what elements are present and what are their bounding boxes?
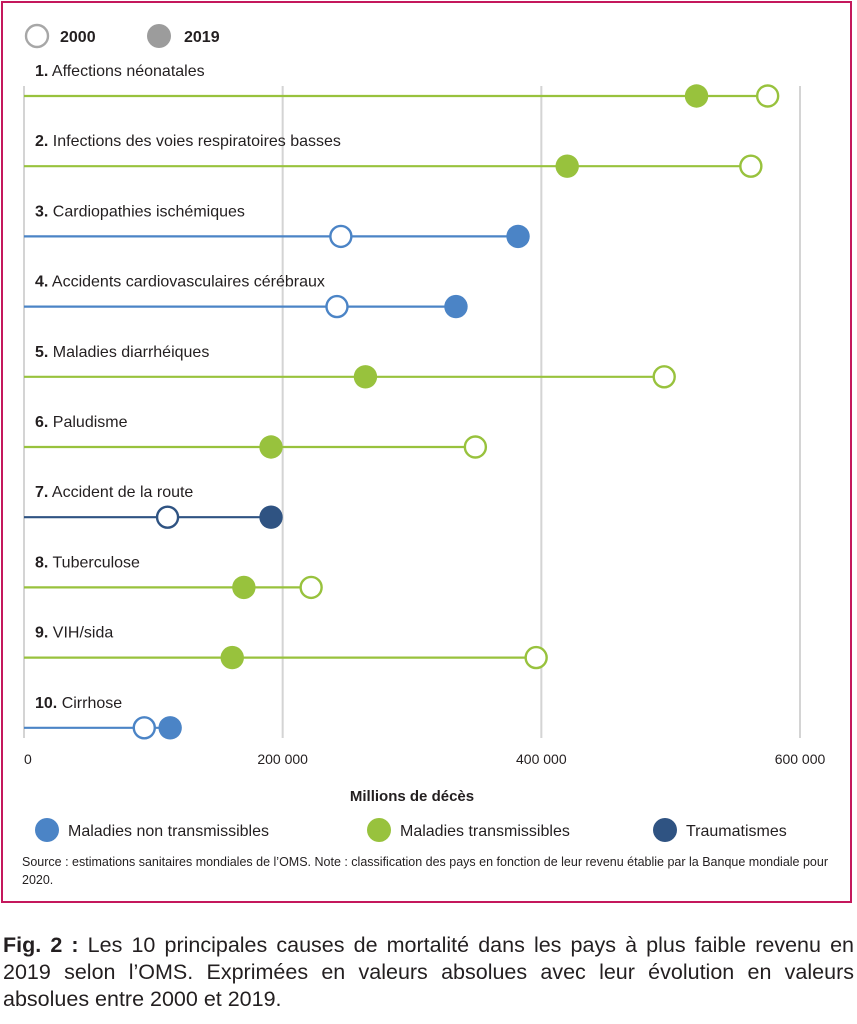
row-label: 5. Maladies diarrhéiques xyxy=(35,344,209,361)
x-axis-title: Millions de décès xyxy=(350,788,474,805)
dumbbell-chart: 0 200 000 400 000 600 000 Millions de décès 1… xyxy=(23,23,826,842)
row-label: 7. Accident de la route xyxy=(35,484,193,501)
marker-2019 xyxy=(158,716,182,740)
marker-2019 xyxy=(259,505,283,529)
marker-2000 xyxy=(463,435,488,459)
x-tick-label: 400 000 xyxy=(516,751,567,767)
marker-2000 xyxy=(652,365,676,389)
row-label: 1. Affections néonatales xyxy=(35,63,205,80)
figure-caption-text: Les 10 principales causes de mortalité d… xyxy=(3,933,854,1011)
legend-2000-label: 2000 xyxy=(60,29,96,46)
marker-2019 xyxy=(220,645,244,670)
legend-category-marker xyxy=(653,818,677,842)
source-note: Source : estimations sanitaires mondiale… xyxy=(22,855,828,887)
row-label: 3. Cardiopathies ischémiques xyxy=(35,203,245,220)
marker-2019 xyxy=(506,224,530,249)
legend-category-marker xyxy=(35,818,59,842)
row-number: 2. xyxy=(35,133,48,150)
row-number: 7. xyxy=(35,484,48,501)
row-label: 10. Cirrhose xyxy=(35,695,122,712)
chart-frame xyxy=(1,1,852,903)
row-number: 8. xyxy=(35,554,48,571)
marker-2000 xyxy=(329,224,353,249)
legend-2019-label: 2019 xyxy=(184,29,220,46)
row-name: Tuberculose xyxy=(48,554,140,571)
row-label: 6. Paludisme xyxy=(35,414,128,431)
legend-2019-marker xyxy=(147,24,171,48)
row-name: Cirrhose xyxy=(57,695,122,712)
x-tick-label: 600 000 xyxy=(775,751,826,767)
row-label: 9. VIH/sida xyxy=(35,625,113,642)
row-name: Cardiopathies ischémiques xyxy=(48,203,245,220)
row-number: 4. xyxy=(35,274,48,291)
legend-category-marker xyxy=(367,818,391,842)
marker-2019 xyxy=(444,294,468,319)
row-name: Affections néonatales xyxy=(48,63,204,80)
row-name: Maladies diarrhéiques xyxy=(48,344,209,361)
row-label: 8. Tuberculose xyxy=(35,554,140,571)
row-name: VIH/sida xyxy=(48,625,113,642)
row-name: Infections des voies respiratoires basse… xyxy=(48,133,341,150)
row-number: 5. xyxy=(35,344,48,361)
legend-category-label: Traumatismes xyxy=(686,823,787,840)
legend-2000-marker xyxy=(24,23,50,49)
row-label: 2. Infections des voies respiratoires ba… xyxy=(35,133,341,150)
row-number: 1. xyxy=(35,63,48,80)
marker-2019 xyxy=(684,84,709,108)
marker-2019 xyxy=(259,435,283,459)
row-name: Accidents cardiovasculaires cérébraux xyxy=(48,274,325,291)
marker-2000 xyxy=(524,645,548,670)
figure-caption: Fig. 2 : Les 10 principales causes de mo… xyxy=(3,932,854,1013)
row-number: 9. xyxy=(35,625,48,642)
row-label: 4. Accidents cardiovasculaires cérébraux xyxy=(35,274,325,291)
marker-2000 xyxy=(155,505,180,529)
row-number: 6. xyxy=(35,414,48,431)
x-tick-label: 0 xyxy=(24,751,32,767)
row-number: 3. xyxy=(35,203,48,220)
x-tick-label: 200 000 xyxy=(257,751,308,767)
marker-2000 xyxy=(739,154,763,178)
legend-category-label: Maladies non transmissibles xyxy=(68,823,269,840)
marker-2000 xyxy=(755,84,780,108)
marker-2019 xyxy=(232,575,256,600)
row-number: 10. xyxy=(35,695,57,712)
row-name: Accident de la route xyxy=(48,484,193,501)
marker-2019 xyxy=(555,154,579,178)
row-name: Paludisme xyxy=(48,414,127,431)
legend-category-label: Maladies transmissibles xyxy=(400,823,570,840)
figure-label: Fig. 2 : xyxy=(3,933,79,957)
marker-2000 xyxy=(299,575,323,600)
marker-2019 xyxy=(353,365,378,389)
marker-2000 xyxy=(325,294,349,319)
marker-2000 xyxy=(132,716,156,740)
